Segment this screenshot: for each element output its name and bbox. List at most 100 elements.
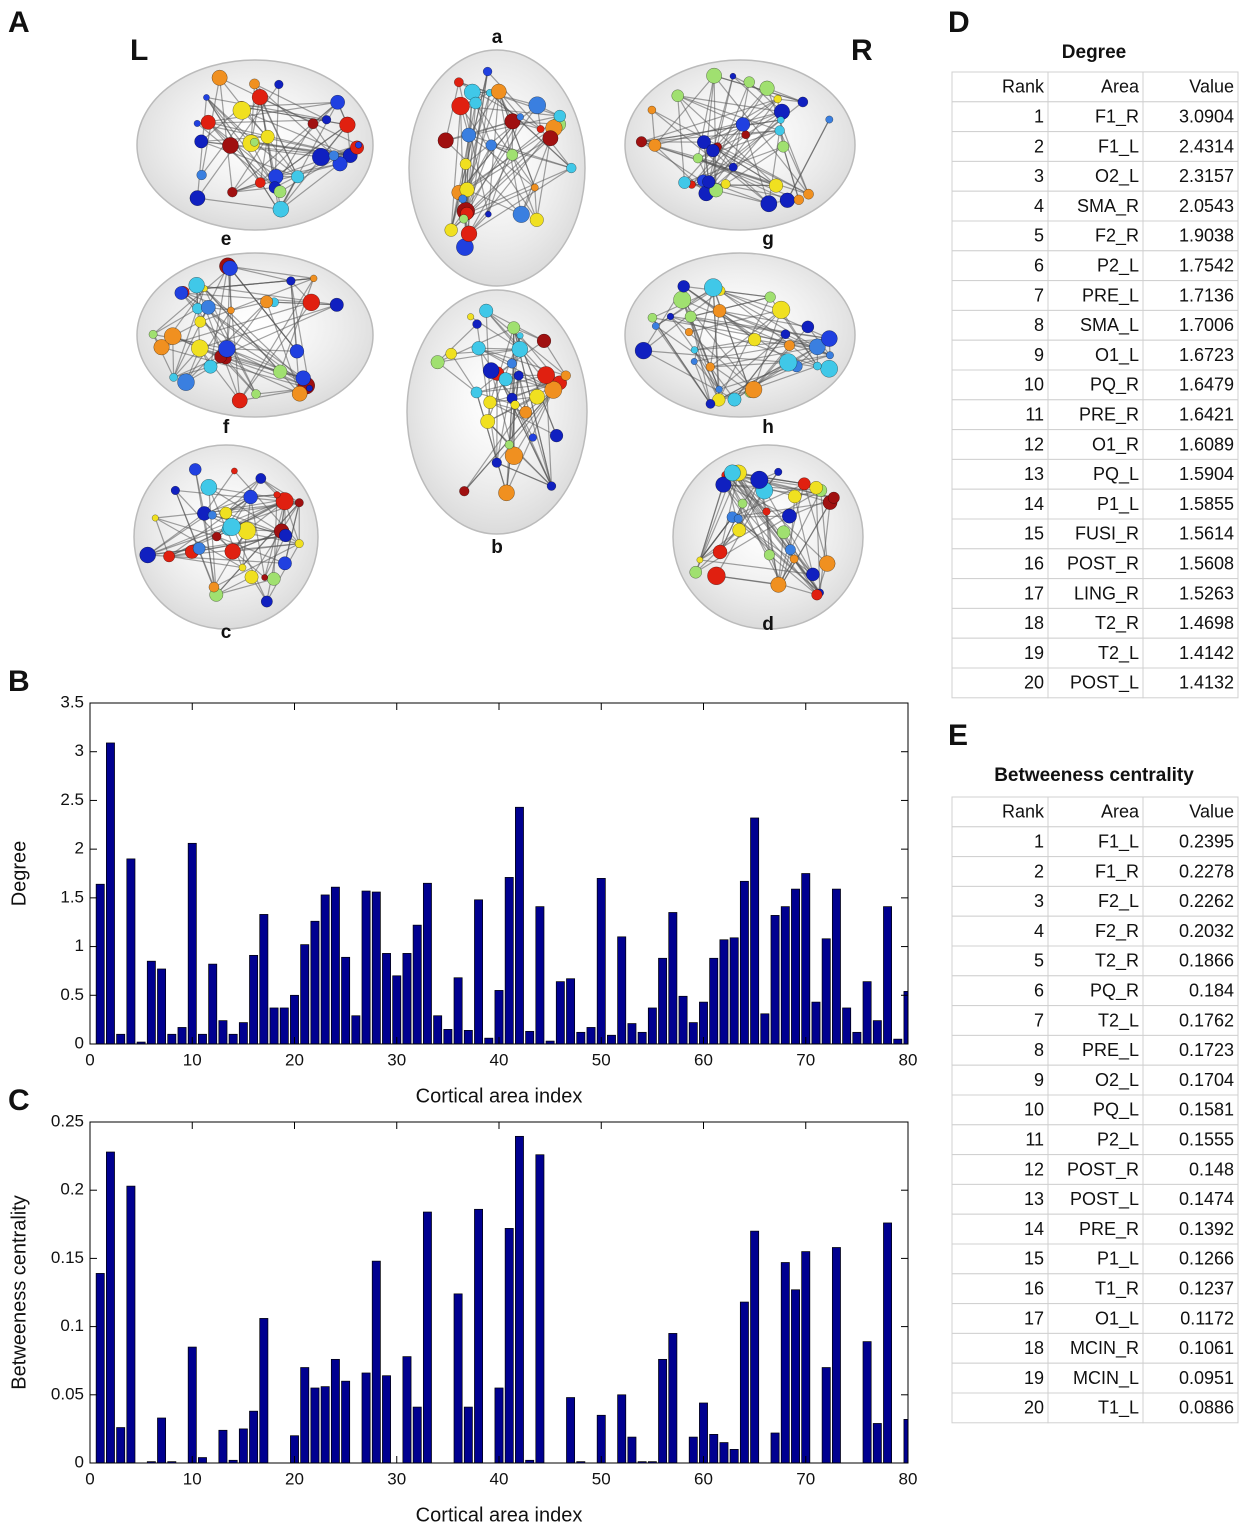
table-cell (1142, 369, 1239, 401)
brain-edge (677, 95, 777, 186)
panel-label: B (8, 665, 30, 698)
x-tick-label: 0 (85, 1050, 94, 1069)
brain-node (715, 385, 723, 393)
bar (157, 968, 167, 1044)
brain-node (211, 69, 228, 86)
bar (515, 806, 524, 1044)
x-tick-label: 40 (490, 1050, 509, 1069)
bar (504, 877, 514, 1044)
bar (474, 899, 483, 1044)
bar (494, 1387, 504, 1463)
brain-edge (737, 518, 821, 594)
bar (535, 906, 545, 1044)
bar (596, 878, 606, 1044)
brain-node (549, 428, 564, 443)
brain-node (529, 388, 545, 405)
brain-node (480, 414, 496, 429)
brain-node (797, 477, 811, 491)
table-cell (951, 458, 1049, 490)
cell-text: O2_L (1095, 166, 1139, 187)
bar (330, 886, 340, 1044)
brain-edge (690, 316, 720, 390)
cell-text: 9 (1034, 1070, 1044, 1090)
brain-node (741, 130, 751, 140)
cell-text: 0.1866 (1179, 951, 1234, 971)
brain-edge (699, 559, 813, 575)
bar (617, 936, 627, 1044)
brain-view (406, 289, 588, 535)
bar (852, 1031, 862, 1044)
bar (780, 906, 790, 1044)
cell-text: 1.4698 (1179, 613, 1234, 633)
cell-text: 14 (1024, 1219, 1044, 1239)
brain-node (544, 380, 563, 399)
bar (811, 1001, 821, 1044)
brain-node (472, 319, 482, 329)
brain-edge (475, 102, 536, 188)
brain-node (529, 212, 544, 227)
bar (739, 1301, 749, 1463)
cell-text: 0.2262 (1179, 891, 1234, 911)
bar (627, 1023, 637, 1044)
view-label: h (762, 417, 774, 438)
brain-edge (712, 287, 720, 390)
brain-edge (712, 76, 734, 151)
x-tick-label: 30 (387, 1050, 406, 1069)
bar (484, 1037, 494, 1044)
brain-node (222, 260, 238, 276)
table-cell (1142, 1392, 1239, 1424)
brain-node (720, 179, 731, 189)
brain-edge (737, 472, 783, 585)
brain-edge (204, 288, 281, 373)
bar (382, 953, 391, 1044)
cell-text: 5 (1034, 226, 1044, 246)
cell-text: F1_R (1095, 861, 1139, 882)
brain-node (706, 67, 722, 84)
table-cell (1142, 1332, 1239, 1364)
brain-node (208, 581, 220, 593)
brain-node (801, 320, 815, 334)
cell-text: 12 (1024, 1159, 1044, 1179)
brain-node (153, 339, 170, 356)
bar (617, 1394, 627, 1463)
brain-edge (468, 127, 555, 235)
brain-edge (485, 310, 491, 403)
brain-node (727, 392, 742, 407)
brain-node (460, 225, 478, 242)
bar (525, 1030, 535, 1044)
brain-node (781, 508, 797, 524)
table-cell (1142, 458, 1239, 490)
y-tick-label: 0.1 (60, 1316, 84, 1335)
brain-node (809, 338, 826, 356)
brain-edge (715, 189, 769, 205)
brain-edge (219, 77, 299, 178)
brain-node (519, 405, 533, 419)
brain-edge (225, 358, 257, 395)
brain-edge (226, 348, 297, 352)
brain-node (760, 195, 778, 213)
brain-edge (718, 346, 818, 401)
cell-text: 10 (1024, 375, 1044, 395)
brain-edge (487, 91, 500, 215)
bar (300, 1367, 310, 1463)
brain-edge (782, 146, 800, 200)
brain-edge (713, 75, 804, 103)
brain-node (251, 89, 269, 106)
cell-text: 1.5855 (1179, 494, 1234, 514)
brain-node (485, 210, 492, 218)
brain-node (458, 194, 468, 204)
brain-node (191, 339, 209, 357)
table-cell (1047, 429, 1144, 460)
brain-edge (670, 315, 830, 340)
brain-edge (207, 121, 277, 178)
brain-edge (725, 474, 821, 594)
brain-edge (641, 129, 780, 143)
brain-node (302, 293, 320, 312)
brain-edge (437, 348, 520, 363)
brain-edge (786, 119, 830, 201)
brain-edge (694, 337, 830, 351)
bar (382, 1375, 391, 1463)
brain-node (267, 572, 281, 586)
table-cell (1047, 975, 1144, 1007)
brain-edge (518, 375, 553, 487)
